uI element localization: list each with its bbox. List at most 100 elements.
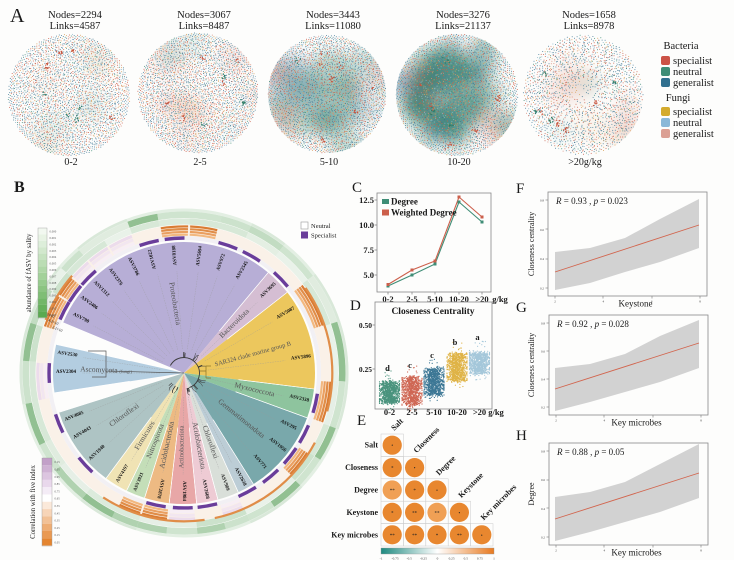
svg-text:5-10: 5-10 xyxy=(320,157,338,168)
svg-text:0.000: 0.000 xyxy=(50,230,57,234)
svg-text:0.25: 0.25 xyxy=(359,365,372,374)
svg-text:G: G xyxy=(516,300,527,316)
svg-text:Nodes=3443: Nodes=3443 xyxy=(306,10,360,21)
svg-text:ASV1984: ASV1984 xyxy=(181,481,186,502)
svg-text:0.75: 0.75 xyxy=(55,489,61,493)
svg-text:Closeness centrality: Closeness centrality xyxy=(527,333,536,397)
svg-text:-0.5: -0.5 xyxy=(407,557,413,561)
svg-text:Links=21137: Links=21137 xyxy=(435,21,491,32)
svg-text:10-20: 10-20 xyxy=(447,407,467,417)
svg-text:>20: >20 xyxy=(473,407,486,417)
svg-text:Correlation with five index: Correlation with five index xyxy=(30,465,37,539)
svg-text:0.2: 0.2 xyxy=(541,406,545,410)
svg-text:g/kg: g/kg xyxy=(488,407,504,417)
svg-text:•: • xyxy=(481,534,483,539)
svg-text:0.05: 0.05 xyxy=(55,541,61,545)
svg-text:generalist: generalist xyxy=(673,129,714,140)
svg-text:Keystone: Keystone xyxy=(619,299,653,309)
svg-text:Closeness: Closeness xyxy=(345,463,378,472)
svg-text:0.65: 0.65 xyxy=(55,497,61,501)
svg-text:10-20: 10-20 xyxy=(449,294,469,304)
svg-text:b: b xyxy=(453,337,458,347)
svg-text:specialist: specialist xyxy=(673,107,712,118)
svg-text:2-5: 2-5 xyxy=(406,294,417,304)
svg-text:0-2: 0-2 xyxy=(384,407,395,417)
svg-text:0.6: 0.6 xyxy=(541,350,545,354)
svg-text:0.45: 0.45 xyxy=(55,511,61,515)
svg-text:0.009: 0.009 xyxy=(50,287,57,291)
svg-text:Degree: Degree xyxy=(391,197,418,207)
svg-text:Bacteria: Bacteria xyxy=(664,41,699,52)
svg-text:0.8: 0.8 xyxy=(540,199,544,203)
svg-text:F: F xyxy=(516,181,524,197)
svg-text:A: A xyxy=(10,5,25,27)
svg-text:Closeness Centrality: Closeness Centrality xyxy=(391,307,474,317)
svg-text:>20: >20 xyxy=(475,294,488,304)
svg-text:0.6: 0.6 xyxy=(541,478,545,482)
svg-text:0.5: 0.5 xyxy=(464,557,469,561)
svg-text:0.4: 0.4 xyxy=(541,378,545,382)
svg-text:0-2: 0-2 xyxy=(382,294,393,304)
svg-text:H: H xyxy=(516,428,527,444)
svg-text:Key microbes: Key microbes xyxy=(611,418,662,428)
svg-text:Links=8978: Links=8978 xyxy=(564,21,615,32)
svg-text:0.15: 0.15 xyxy=(55,460,61,464)
svg-text:neutral: neutral xyxy=(673,67,702,78)
svg-text:0.85: 0.85 xyxy=(55,482,61,486)
svg-text:10.0: 10.0 xyxy=(359,220,374,230)
svg-text:0.002: 0.002 xyxy=(50,306,57,310)
svg-text:Key microbes: Key microbes xyxy=(331,530,378,539)
svg-text:c: c xyxy=(408,360,412,370)
svg-text:Salt: Salt xyxy=(365,441,379,450)
svg-text:0.003: 0.003 xyxy=(50,249,57,253)
svg-text:Nodes=1658: Nodes=1658 xyxy=(562,10,616,21)
svg-text:12.5: 12.5 xyxy=(359,195,374,205)
svg-text:•: • xyxy=(436,489,438,494)
svg-text:5-10: 5-10 xyxy=(426,407,442,417)
svg-text:Links=4587: Links=4587 xyxy=(50,21,101,32)
svg-text:Key microbes: Key microbes xyxy=(611,548,662,558)
svg-text:10-20: 10-20 xyxy=(447,157,470,168)
svg-text:0.05: 0.05 xyxy=(55,468,61,472)
svg-text:Actinobacteriota: Actinobacteriota xyxy=(178,426,185,469)
svg-text:**: ** xyxy=(390,489,396,494)
svg-text:>20g/kg: >20g/kg xyxy=(568,157,601,168)
svg-text:0.50: 0.50 xyxy=(359,321,372,330)
svg-text:neutral: neutral xyxy=(673,118,702,129)
svg-text:0.35: 0.35 xyxy=(55,519,61,523)
svg-text:2-5: 2-5 xyxy=(406,407,417,417)
svg-text:5.0: 5.0 xyxy=(363,270,374,280)
svg-text:5-10: 5-10 xyxy=(427,294,443,304)
svg-text:c: c xyxy=(430,350,434,360)
svg-text:0.25: 0.25 xyxy=(55,526,61,530)
svg-text:R = 0.88 , p = 0.05: R = 0.88 , p = 0.05 xyxy=(556,447,625,457)
svg-text:Degree: Degree xyxy=(354,486,378,495)
svg-text:0.4: 0.4 xyxy=(540,257,544,261)
svg-text:1: 1 xyxy=(493,557,495,561)
svg-text:0.95: 0.95 xyxy=(55,475,61,479)
svg-text:ASV2304: ASV2304 xyxy=(56,370,77,375)
svg-text:0.004: 0.004 xyxy=(50,255,57,259)
svg-text:0.25: 0.25 xyxy=(449,557,455,561)
svg-text:0.6: 0.6 xyxy=(540,228,544,232)
svg-text:0-2: 0-2 xyxy=(64,157,77,168)
svg-text:Nodes=2294: Nodes=2294 xyxy=(48,10,103,21)
svg-text:0.006: 0.006 xyxy=(50,268,57,272)
svg-text:g/kg: g/kg xyxy=(492,294,508,304)
svg-text:Degree: Degree xyxy=(527,482,536,506)
svg-text:abundance of fASV by sality: abundance of fASV by sality xyxy=(26,233,33,312)
svg-text:Links=11080: Links=11080 xyxy=(305,21,361,32)
svg-text:**: ** xyxy=(457,534,463,539)
svg-text:specialist: specialist xyxy=(673,56,712,67)
svg-text:0.4: 0.4 xyxy=(541,507,545,511)
svg-text:**: ** xyxy=(390,534,396,539)
svg-text:-0.25: -0.25 xyxy=(420,557,427,561)
svg-text:0.003: 0.003 xyxy=(50,313,57,317)
svg-text:Weighted Degree: Weighted Degree xyxy=(391,208,457,218)
svg-text:7.5: 7.5 xyxy=(363,245,374,255)
svg-text:0.001: 0.001 xyxy=(50,300,57,304)
svg-text:•: • xyxy=(391,444,393,449)
svg-text:0.007: 0.007 xyxy=(50,274,57,278)
svg-text:•: • xyxy=(459,511,461,516)
svg-text:0.008: 0.008 xyxy=(50,281,57,285)
